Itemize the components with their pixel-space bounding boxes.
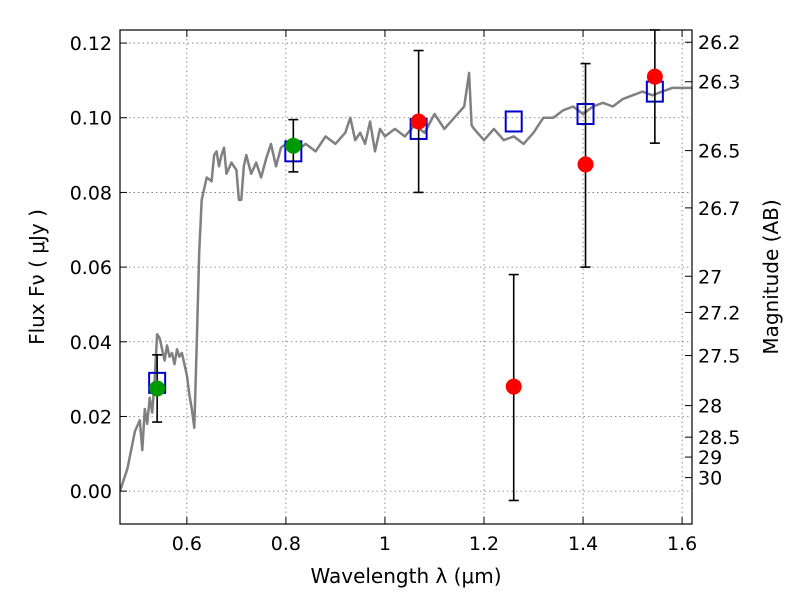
y-tick-label: 0.02 (70, 406, 112, 428)
x-tick-label: 1.6 (667, 533, 697, 555)
data-point (410, 113, 427, 130)
y-tick-label: 0.06 (70, 257, 112, 279)
magnitude-tick-label: 30 (698, 468, 722, 490)
magnitude-tick-label: 26.7 (698, 198, 740, 220)
y-tick-label: 0.10 (70, 108, 112, 130)
y-tick-label: 0.00 (70, 481, 112, 503)
y-axis-label: Flux Fν ( μJy ) (25, 209, 49, 345)
x-tick-label: 0.8 (271, 533, 301, 555)
x-axis-label: Wavelength λ (μm) (310, 564, 501, 588)
x-tick-label: 1 (379, 533, 391, 555)
magnitude-tick-label: 28 (698, 396, 722, 418)
magnitude-tick-label: 26.3 (698, 72, 740, 94)
data-point (285, 137, 302, 154)
magnitude-tick-label: 27 (698, 266, 722, 288)
sed-model-line (120, 71, 692, 492)
magnitude-tick-label: 28.5 (698, 427, 740, 449)
y-tick-label: 0.04 (70, 332, 112, 354)
plot-frame (119, 29, 693, 525)
grid (120, 30, 692, 524)
data-point (577, 156, 594, 173)
x-tick-label: 1.4 (568, 533, 598, 555)
data-point (505, 378, 522, 395)
model-flux-square (504, 110, 523, 133)
x-tick-label: 1.2 (469, 533, 499, 555)
magnitude-tick-label: 27.2 (698, 302, 740, 324)
data-point (149, 380, 166, 397)
y-tick-label: 0.08 (70, 182, 112, 204)
axes: 0.6 0.8 1 1.2 1.4 1.6 0.00 0.02 0.04 0.06 0.08 0.10… (70, 30, 740, 555)
magnitude-tick-label: 26.5 (698, 141, 740, 163)
magnitude-tick-label: 27.5 (698, 346, 740, 368)
right-axis-label: Magnitude (AB) (759, 199, 783, 354)
plot-background (120, 30, 692, 524)
series (120, 29, 692, 502)
y-tick-label: 0.12 (70, 33, 112, 55)
x-tick-label: 0.6 (172, 533, 202, 555)
data-point (646, 68, 663, 85)
magnitude-tick-label: 26.2 (698, 32, 740, 54)
magnitude-tick-label: 29 (698, 447, 722, 469)
